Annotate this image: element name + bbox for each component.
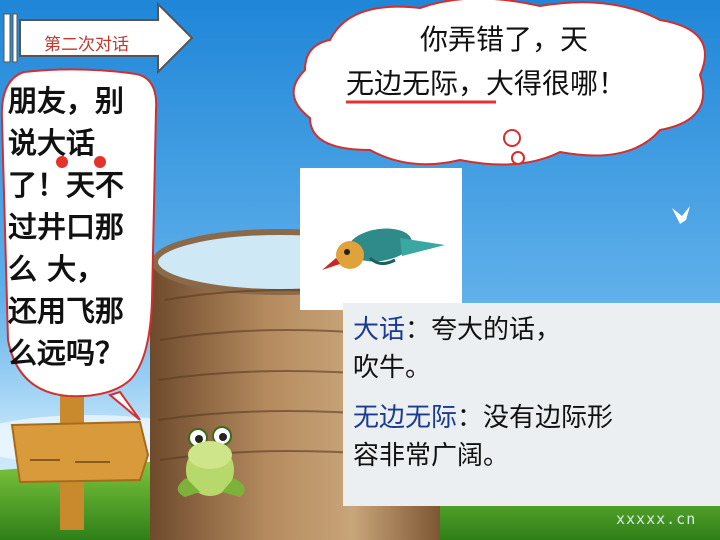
bird-speech-rest: ，大得很哪！ (458, 67, 627, 100)
frog-speech-line: 说大话 (8, 126, 96, 160)
definition-term: 无边无际 (353, 403, 458, 433)
frog-speech-text: 朋友，别 说大话 了！天不 过井口那 么 大， 还用飞那 么远吗？ (8, 80, 158, 374)
bird-speech-term: 无边无际 (346, 67, 459, 100)
frog-icon (177, 426, 245, 497)
frog-speech-line: 了！天不 (8, 168, 125, 202)
watermark: xxxxx.cn (616, 510, 697, 528)
frog-speech-line: 么 大， (8, 252, 106, 286)
frog-speech-line: 朋友，别 (8, 84, 125, 118)
bird-thought-cloud (292, 0, 706, 166)
frog-speech-bubble (0, 68, 158, 398)
definition-text: 吹牛。 (353, 353, 432, 383)
bird-speech-line1: 你弄错了，天 (420, 23, 589, 56)
bird-speech-line2: 无边无际，大得很哪！ (346, 62, 626, 102)
sky-bird-icon (672, 206, 690, 224)
signpost (10, 377, 150, 530)
frog-speech-line: 还用飞那 (8, 294, 125, 328)
definition-dahua: 大话：夸大的话， 吹牛。 (353, 311, 712, 387)
emphasis-dot (56, 156, 68, 168)
emphasis-dot (94, 156, 106, 168)
banner-arrow (3, 1, 194, 75)
frog-speech-line: 么远吗？ (8, 336, 125, 370)
banner-label: 第二次对话 (44, 35, 129, 55)
frog-speech-line: 过井口那 (8, 210, 125, 244)
definition-text: ：没有边际形 (457, 403, 614, 433)
definition-term: 大话 (353, 315, 406, 345)
definition-text: ：夸大的话， (405, 315, 562, 345)
definition-wubianwuji: 无边无际：没有边际形 容非常广阔。 (353, 399, 712, 475)
bird-icon (322, 228, 445, 270)
definition-text: 容非常广阔。 (353, 441, 510, 471)
definitions-panel: 大话：夸大的话， 吹牛。 无边无际：没有边际形 容非常广阔。 (343, 303, 720, 506)
